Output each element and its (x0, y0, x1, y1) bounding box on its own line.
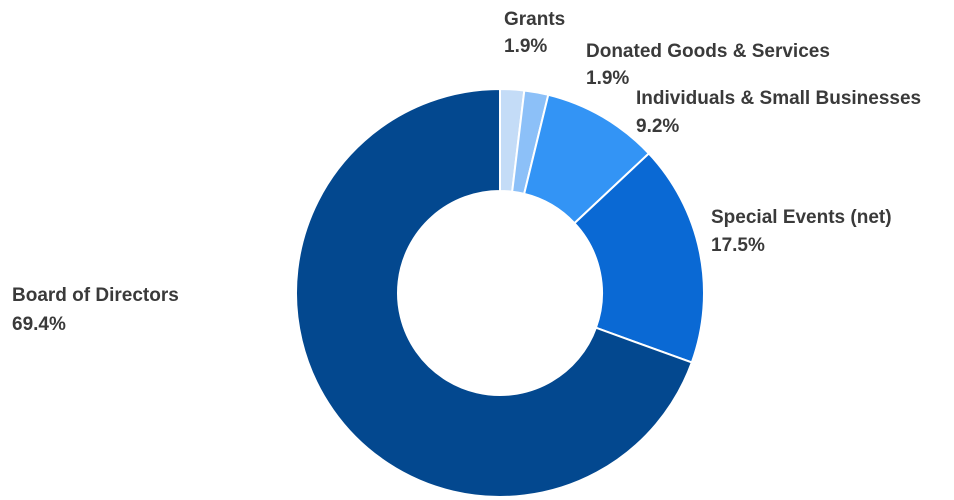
donut-slice-4 (295, 87, 694, 498)
slice-label-board: Board of Directors 69.4% (12, 285, 179, 335)
slice-label-grants-percent: 1.9% (504, 36, 547, 57)
donut-slice-3 (572, 152, 705, 364)
slice-label-special-events-percent: 17.5% (711, 235, 765, 256)
slice-label-donated-percent: 1.9% (586, 68, 629, 89)
slice-label-special-events: Special Events (net) 17.5% (711, 207, 892, 256)
slice-label-board-name: Board of Directors (12, 285, 179, 306)
slice-label-individuals-name: Individuals & Small Businesses (636, 88, 921, 109)
slices-layer (295, 87, 705, 498)
slice-label-individuals-percent: 9.2% (636, 116, 679, 137)
slice-label-donated-name: Donated Goods & Services (586, 41, 830, 62)
slice-label-grants: Grants 1.9% (504, 9, 565, 57)
slice-label-individuals: Individuals & Small Businesses 9.2% (636, 88, 921, 137)
slice-label-grants-name: Grants (504, 9, 565, 30)
slice-label-board-percent: 69.4% (12, 314, 66, 335)
slice-label-donated: Donated Goods & Services 1.9% (586, 41, 830, 89)
slice-label-special-events-name: Special Events (net) (711, 207, 892, 228)
